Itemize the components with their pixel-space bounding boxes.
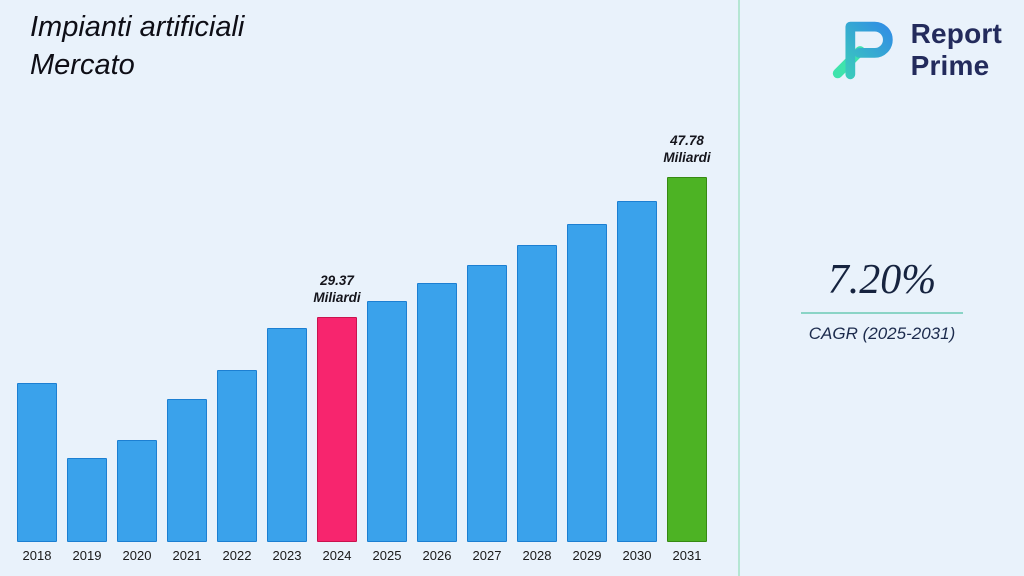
bar-2023 bbox=[267, 328, 307, 542]
bar-column-2020: 2020 bbox=[117, 440, 157, 564]
cagr-label: CAGR (2025-2031) bbox=[808, 324, 956, 343]
bar-column-2022: 2022 bbox=[217, 370, 257, 564]
x-tick-2026: 2026 bbox=[422, 548, 452, 563]
logo-text: Report Prime bbox=[911, 18, 1002, 82]
x-tick-2029: 2029 bbox=[572, 548, 602, 563]
x-tick-2020: 2020 bbox=[122, 548, 152, 563]
bar-2021 bbox=[167, 399, 207, 542]
bar-2024 bbox=[317, 317, 357, 542]
bar-column-2023: 2023 bbox=[267, 328, 307, 564]
x-tick-2030: 2030 bbox=[622, 548, 652, 563]
bar-2026 bbox=[417, 283, 457, 542]
bar-column-2028: 2028 bbox=[517, 245, 557, 564]
bar-2018 bbox=[17, 383, 57, 542]
logo-text-line2: Prime bbox=[910, 50, 990, 81]
bar-column-2021: 2021 bbox=[167, 399, 207, 564]
bar-label-2024: 29.37 Miliardi bbox=[313, 273, 361, 306]
bar-2029 bbox=[567, 224, 607, 542]
bar-2030 bbox=[617, 201, 657, 542]
x-tick-2027: 2027 bbox=[472, 548, 502, 563]
report-prime-logo-icon bbox=[832, 21, 893, 80]
x-tick-2019: 2019 bbox=[72, 548, 102, 563]
x-tick-2022: 2022 bbox=[222, 548, 252, 563]
bar-2027 bbox=[467, 265, 507, 542]
bar-column-2025: 2025 bbox=[367, 301, 407, 564]
bar-2022 bbox=[217, 370, 257, 542]
bars: 2018 2019 2020 2021 2022 2023 29.37 Miliardi 202… bbox=[17, 133, 711, 564]
bar-label-2031: 47.78 Miliardi bbox=[663, 133, 711, 166]
bar-2028 bbox=[517, 245, 557, 542]
x-tick-2024: 2024 bbox=[322, 548, 352, 563]
x-tick-2025: 2025 bbox=[372, 548, 402, 563]
bar-column-2019: 2019 bbox=[67, 458, 107, 564]
bar-column-2027: 2027 bbox=[467, 265, 507, 564]
x-tick-2018: 2018 bbox=[22, 548, 52, 563]
x-tick-2028: 2028 bbox=[522, 548, 552, 563]
chart-title: Impianti artificiali Mercato bbox=[30, 8, 244, 85]
bar-column-2030: 2030 bbox=[617, 201, 657, 564]
bar-column-2031: 47.78 Miliardi 2031 bbox=[663, 133, 710, 564]
chart-title-line2: Mercato bbox=[30, 49, 135, 82]
bar-column-2024: 29.37 Miliardi 2024 bbox=[313, 273, 360, 564]
bar-column-2029: 2029 bbox=[567, 224, 607, 564]
bar-column-2018: 2018 bbox=[17, 383, 57, 564]
bar-2019 bbox=[67, 458, 107, 542]
chart-title-line1: Impianti artificiali bbox=[30, 11, 245, 43]
x-tick-2021: 2021 bbox=[172, 548, 202, 563]
panel-separator-line bbox=[738, 0, 740, 576]
bar-column-2026: 2026 bbox=[417, 283, 457, 564]
cagr-stat: 7.20% CAGR (2025-2031) bbox=[740, 256, 1024, 344]
bar-2031 bbox=[667, 177, 707, 542]
x-tick-2031: 2031 bbox=[672, 548, 702, 563]
cagr-value: 7.20% bbox=[827, 257, 937, 303]
bar-2020 bbox=[117, 440, 157, 542]
x-tick-2023: 2023 bbox=[272, 548, 302, 563]
logo: Report Prime bbox=[825, 12, 1002, 88]
logo-text-line1: Report bbox=[910, 17, 1002, 49]
bar-2025 bbox=[367, 301, 407, 542]
cagr-underline bbox=[801, 312, 963, 314]
